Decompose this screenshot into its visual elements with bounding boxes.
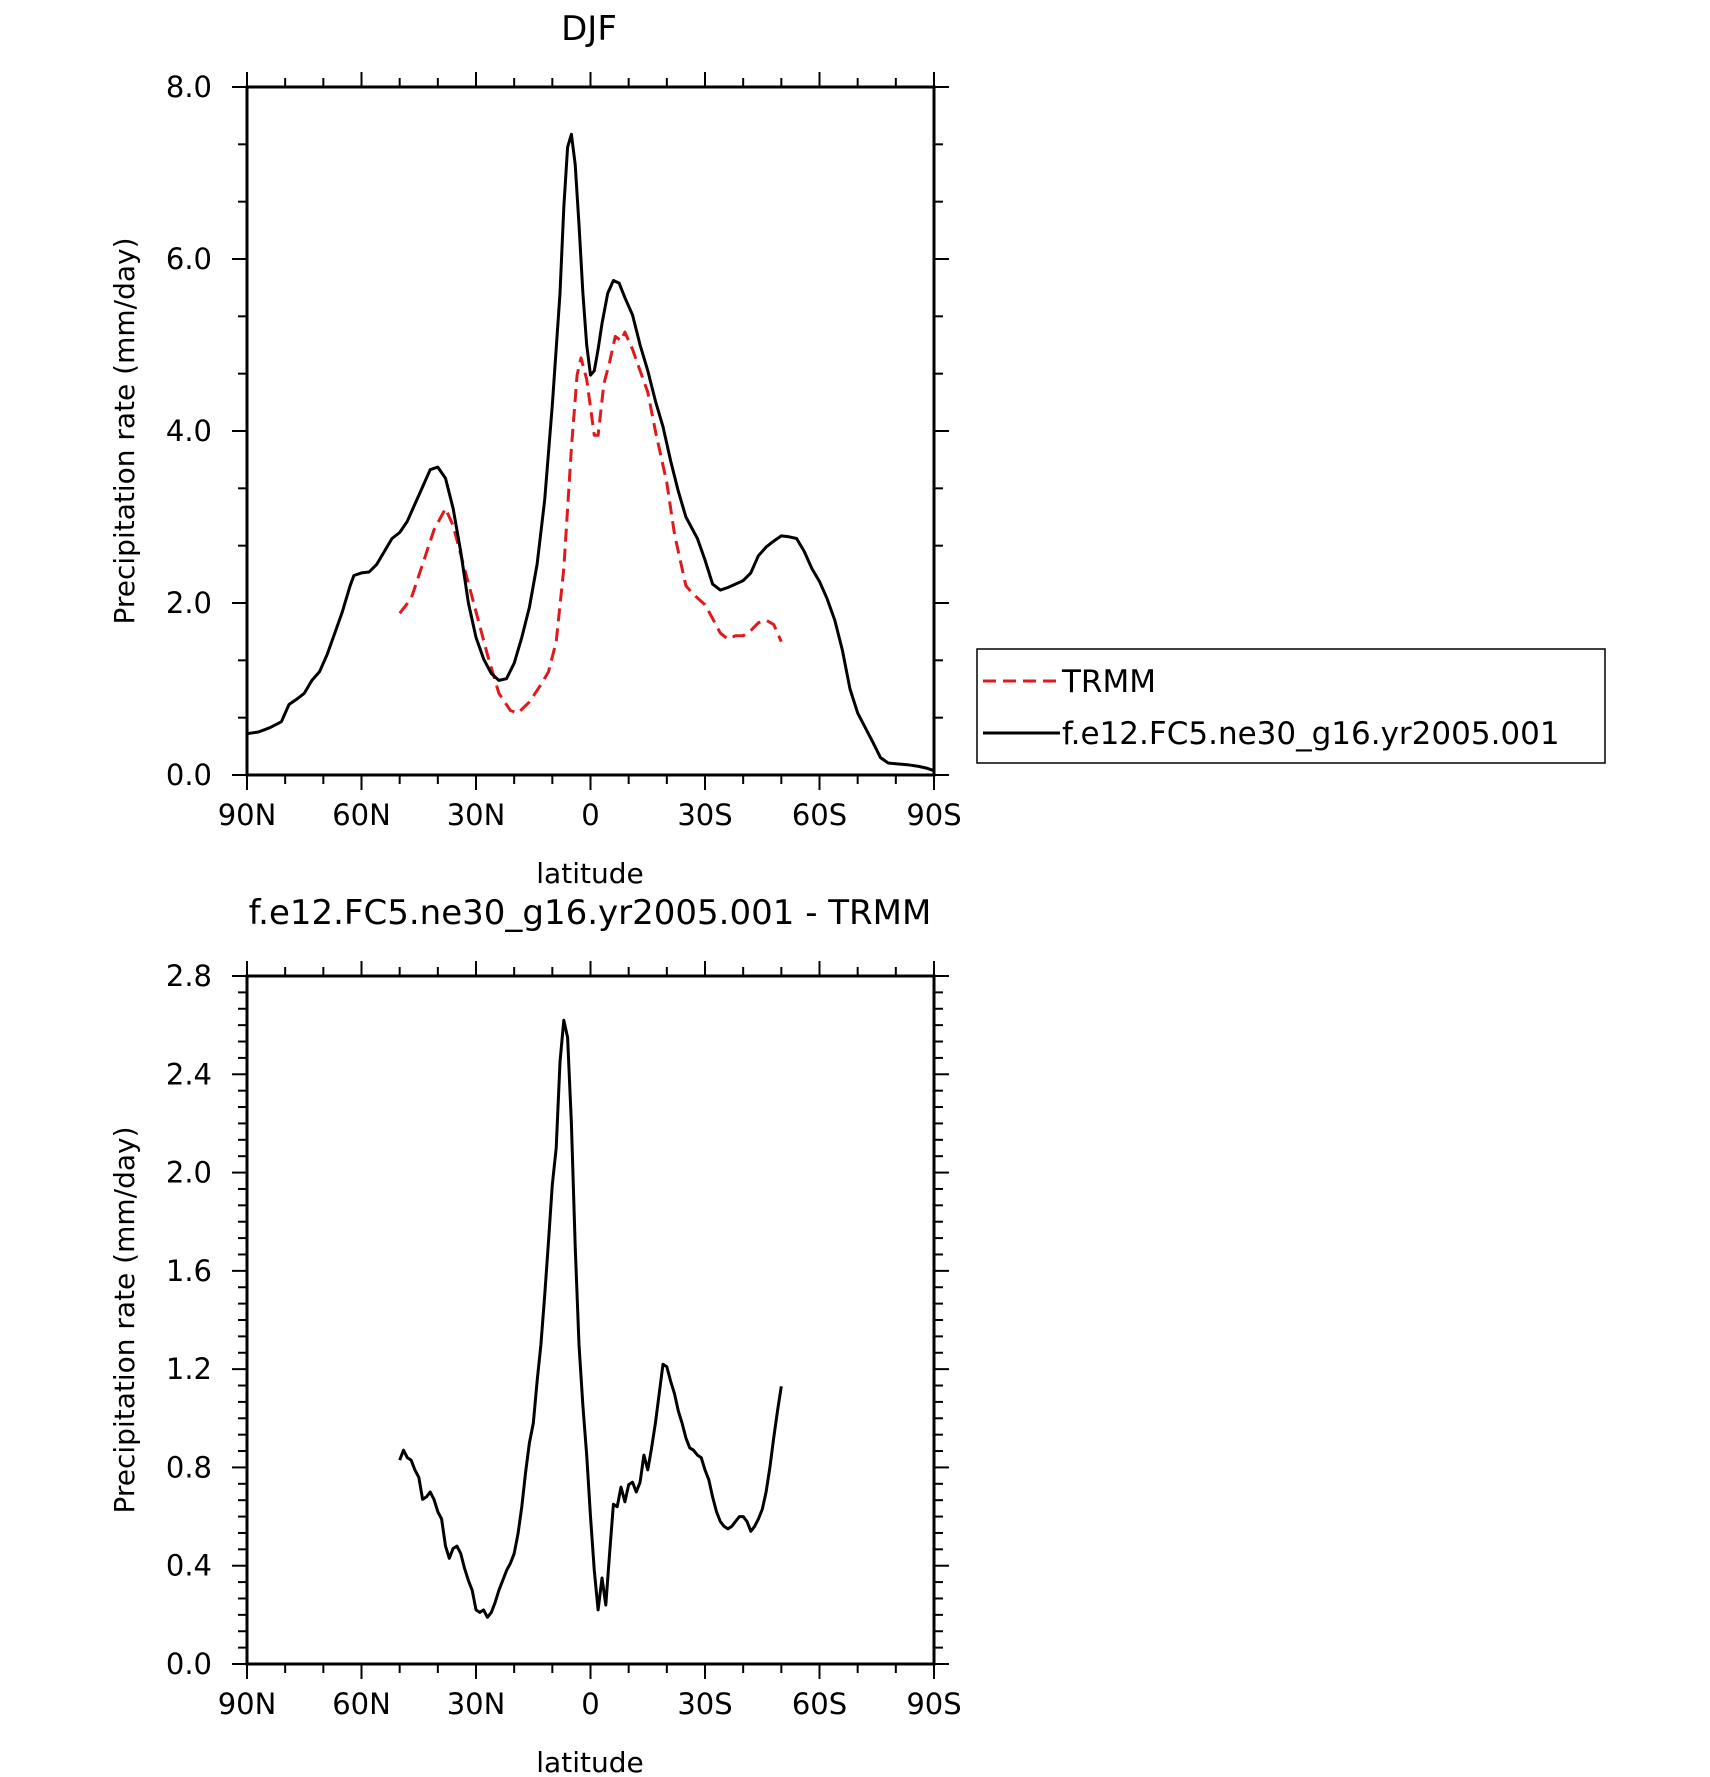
bottom-chart-y-tick-label: 0.0 <box>166 1647 212 1681</box>
bottom-chart-x-tick-label: 60S <box>792 1687 847 1721</box>
top-chart-x-tick-label: 30S <box>677 798 732 832</box>
top-chart-y-axis-label: Precipitation rate (mm/day) <box>108 237 141 624</box>
top-chart-y-tick-label: 4.0 <box>166 414 212 448</box>
bottom-chart-plot-frame <box>245 974 936 1666</box>
top-chart-series-line-trmm <box>398 330 783 715</box>
bottom-chart-x-tick-label: 60N <box>332 1687 391 1721</box>
bottom-chart-title: f.e12.FC5.ne30_g16.yr2005.001 - TRMM <box>249 893 932 933</box>
top-chart-title: DJF <box>561 9 617 49</box>
legend: TRMM f.e12.FC5.ne30_g16.yr2005.001 <box>976 648 1606 764</box>
top-chart-x-tick-label: 90N <box>218 798 277 832</box>
top-chart-djf: DJF 90N 60N 30N 0 30S 60S 90S 0.0 2.0 4.0 6.0 8.0 l… <box>108 9 1606 890</box>
bottom-chart-x-tick-label: 90N <box>218 1687 277 1721</box>
top-chart-x-tick-label: 60S <box>792 798 847 832</box>
top-chart-series-line-f-e12-fc5-ne30-g16-yr2005-001 <box>246 132 935 773</box>
bottom-chart-y-tick-label: 1.6 <box>166 1254 212 1288</box>
legend-label-model: f.e12.FC5.ne30_g16.yr2005.001 <box>1062 716 1560 752</box>
bottom-chart-y-tick-label: 2.8 <box>166 959 212 993</box>
bottom-chart-x-axis-label: latitude <box>536 1746 643 1777</box>
top-chart-plot-frame <box>245 85 936 777</box>
top-chart-y-tick-label: 2.0 <box>166 586 212 620</box>
bottom-chart-x-tick-label: 30S <box>677 1687 732 1721</box>
bottom-chart-x-tick-label: 90S <box>906 1687 961 1721</box>
top-chart-x-tick-label: 60N <box>332 798 391 832</box>
bottom-chart-series-line <box>398 1018 783 1619</box>
legend-box <box>976 648 1606 764</box>
bottom-chart-difference: f.e12.FC5.ne30_g16.yr2005.001 - TRMM 90N… <box>108 893 962 1777</box>
bottom-chart-y-tick-label: 0.4 <box>166 1549 212 1583</box>
top-chart-x-tick-label: 30N <box>447 798 506 832</box>
bottom-chart-y-tick-label: 2.4 <box>166 1057 212 1091</box>
top-chart-y-tick-label: 6.0 <box>166 242 212 276</box>
top-chart-x-tick-label: 90S <box>906 798 961 832</box>
bottom-chart-y-tick-label: 2.0 <box>166 1156 212 1190</box>
top-chart-y-tick-label: 8.0 <box>166 70 212 104</box>
bottom-chart-x-tick-label: 30N <box>447 1687 506 1721</box>
top-chart-y-tick-label: 0.0 <box>166 758 212 792</box>
top-chart-x-tick-label: 0 <box>581 798 599 832</box>
bottom-chart-y-tick-label: 0.8 <box>166 1450 212 1484</box>
top-chart-x-axis-label: latitude <box>536 857 643 890</box>
bottom-chart-y-tick-label: 1.2 <box>166 1352 212 1386</box>
bottom-chart-y-axis-label: Precipitation rate (mm/day) <box>108 1126 141 1513</box>
bottom-chart-x-tick-label: 0 <box>581 1687 599 1721</box>
legend-label-trmm: TRMM <box>1061 664 1156 700</box>
